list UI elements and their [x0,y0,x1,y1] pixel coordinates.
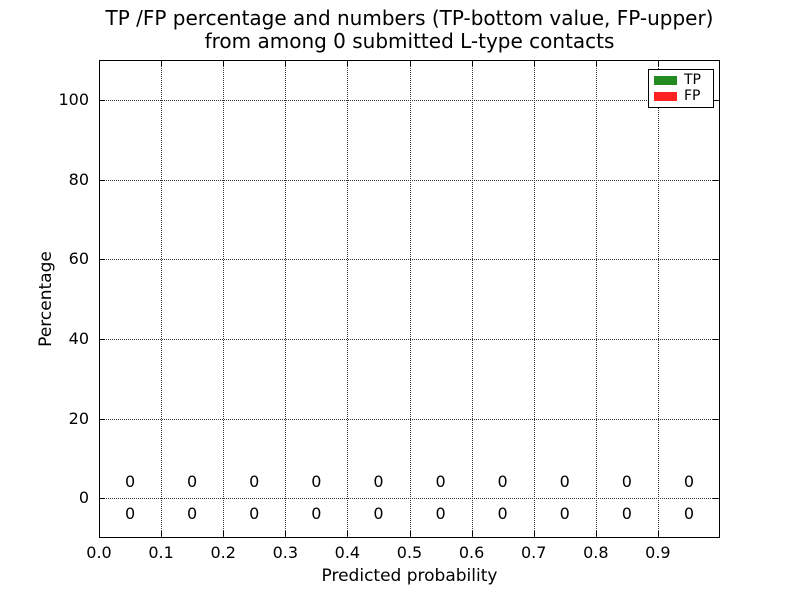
legend-label-tp: TP [684,71,701,88]
x-tick-mark-top [285,61,287,66]
y-tick-mark-left [100,99,105,101]
fp-count-label: 0 [124,472,136,492]
tp-count-label: 0 [373,504,384,524]
x-tick-mark-bottom [533,531,535,536]
y-tick-mark-right [713,179,718,181]
y-tick-label: 20 [68,408,89,428]
y-tick-mark-right [713,418,718,420]
y-tick-mark-right [713,259,718,261]
x-tick-mark-bottom [471,531,473,536]
y-tick-mark-left [100,338,105,340]
fp-count-label: 0 [249,472,260,492]
x-tick-label: 0.6 [458,543,485,562]
tp-count-label: 0 [311,504,322,524]
x-tick-mark-top [223,61,225,66]
x-gridline [347,61,349,537]
x-gridline [533,61,535,537]
chart-title-line1: TP /FP percentage and numbers (TP-bottom… [105,6,714,30]
x-tick-mark-top [347,61,349,66]
x-tick-mark-bottom [409,531,411,536]
x-tick-mark-top [657,61,659,66]
x-tick-mark-bottom [657,531,659,536]
x-tick-mark-top [471,61,473,66]
fp-count-label: 0 [621,472,632,492]
tp-count-label: 0 [435,504,446,524]
x-tick-mark-bottom [223,531,225,536]
y-tick-mark-left [100,498,105,500]
tp-count-label: 0 [621,504,632,524]
legend: TP FP [648,69,714,108]
y-tick-label: 0 [78,488,89,508]
fp-count-label: 0 [311,472,322,492]
y-tick-label: 60 [68,249,89,269]
tp-count-label: 0 [559,504,570,524]
fp-count-label: 0 [373,472,384,492]
y-tick-label: 100 [58,89,89,109]
x-gridline [223,61,225,537]
y-tick-mark-right [713,498,718,500]
y-tick-mark-left [100,259,105,261]
fp-count-label: 0 [187,472,198,492]
x-tick-label: 0.3 [272,543,299,562]
x-tick-label: 0.5 [396,543,423,562]
x-tick-label: 0.7 [520,543,547,562]
y-tick-label: 80 [68,169,89,189]
x-tick-mark-top [595,61,597,66]
x-tick-label: 0.0 [86,543,112,562]
x-tick-mark-bottom [285,531,287,536]
x-tick-label: 0.8 [583,543,609,562]
fp-count-label: 0 [497,472,508,492]
x-tick-mark-top [409,61,411,66]
tp-count-label: 0 [497,504,508,524]
legend-item-fp: FP [654,89,708,104]
tp-count-label: 0 [683,504,695,524]
x-gridline [285,61,287,537]
y-tick-label: 40 [68,328,89,348]
y-tick-mark-right [713,338,718,340]
x-tick-label: 0.9 [645,543,671,562]
fp-count-label: 0 [559,472,570,492]
tp-color-swatch [654,75,677,85]
fp-count-label: 0 [683,472,695,492]
tp-count-label: 0 [187,504,198,524]
x-tick-mark-top [533,61,535,66]
x-tick-mark-bottom [161,531,163,536]
x-gridline [409,61,411,537]
fp-color-swatch [654,92,677,102]
y-tick-mark-left [100,179,105,181]
legend-item-tp: TP [654,71,708,88]
fp-count-label: 0 [435,472,446,492]
x-tick-label: 0.1 [148,543,174,562]
x-gridline [595,61,597,537]
x-tick-mark-bottom [595,531,597,536]
x-gridline [471,61,473,537]
tp-count-label: 0 [249,504,260,524]
x-tick-label: 0.2 [210,543,236,562]
tp-count-label: 0 [124,504,136,524]
y-tick-mark-right [713,99,718,101]
x-gridline [657,61,659,537]
y-tick-mark-left [100,418,105,420]
x-tick-mark-top [161,61,163,66]
x-tick-label: 0.4 [334,543,361,562]
x-gridline [161,61,163,537]
chart-title-line2: from among 0 submitted L-type contacts [204,29,615,53]
x-axis-label: Predicted probability [321,566,498,586]
legend-label-fp: FP [684,88,701,105]
x-tick-mark-bottom [347,531,349,536]
chart-title: TP /FP percentage and numbers (TP-bottom… [99,7,720,53]
